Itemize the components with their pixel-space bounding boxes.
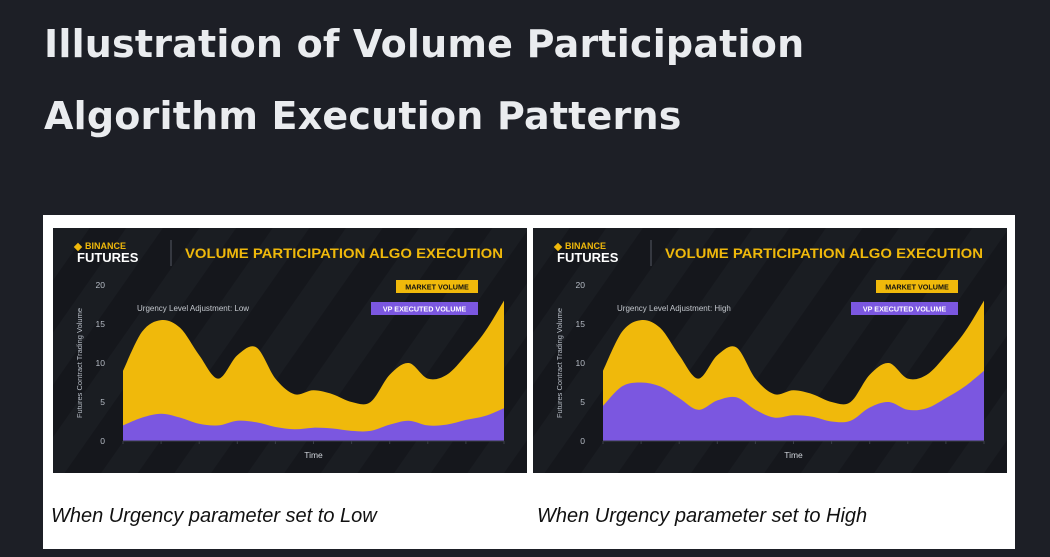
legend-market-label: MARKET VOLUME [405,283,469,292]
y-tick-label: 5 [580,397,585,407]
y-tick-label: 20 [96,280,106,290]
legend-market-swatch [396,280,478,293]
y-tick-label: 10 [96,358,106,368]
figure-card: BINANCE FUTURES VOLUME PARTICIPATION ALGO … [43,215,1015,549]
page-title: Illustration of Volume Participation Alg… [44,22,805,138]
y-tick-label: 10 [576,358,586,368]
brand-bottom: FUTURES [77,250,139,265]
brand-bottom: FUTURES [557,250,619,265]
series-vp-executed-volume-area [123,408,504,441]
caption-high-urgency: When Urgency parameter set to High [537,505,868,527]
legend-market-label: MARKET VOLUME [885,283,949,292]
y-tick-label: 15 [576,319,586,329]
urgency-annotation: Urgency Level Adjustment: Low [137,304,249,313]
urgency-annotation: Urgency Level Adjustment: High [617,304,731,313]
chart-panel-high-urgency: BINANCE FUTURES VOLUME PARTICIPATION ALGO … [533,228,1007,473]
y-tick-label: 15 [96,319,106,329]
chart-title: VOLUME PARTICIPATION ALGO EXECUTION [665,246,983,261]
brand-top: BINANCE [565,241,606,251]
y-tick-label: 5 [100,397,105,407]
y-tick-label: 20 [576,280,586,290]
series-market-volume-area [123,300,504,441]
caption-low-urgency: When Urgency parameter set to Low [51,505,377,527]
y-axis-label: Futures Contract Trading Volume [555,308,564,418]
legend-market-swatch [876,280,958,293]
x-axis-label: Time [784,450,803,460]
legend-vp-label: VP EXECUTED VOLUME [383,305,467,314]
chart-title: VOLUME PARTICIPATION ALGO EXECUTION [185,246,503,261]
legend-vp-swatch [851,302,958,315]
legend-vp-swatch [371,302,478,315]
chart-panel-low-urgency: BINANCE FUTURES VOLUME PARTICIPATION ALGO … [53,228,527,473]
y-tick-label: 0 [580,436,585,446]
series-vp-executed-volume-area [603,370,984,441]
y-tick-label: 0 [100,436,105,446]
y-axis-label: Futures Contract Trading Volume [75,308,84,418]
brand-top: BINANCE [85,241,126,251]
legend-vp-label: VP EXECUTED VOLUME [863,305,947,314]
x-axis-label: Time [304,450,323,460]
